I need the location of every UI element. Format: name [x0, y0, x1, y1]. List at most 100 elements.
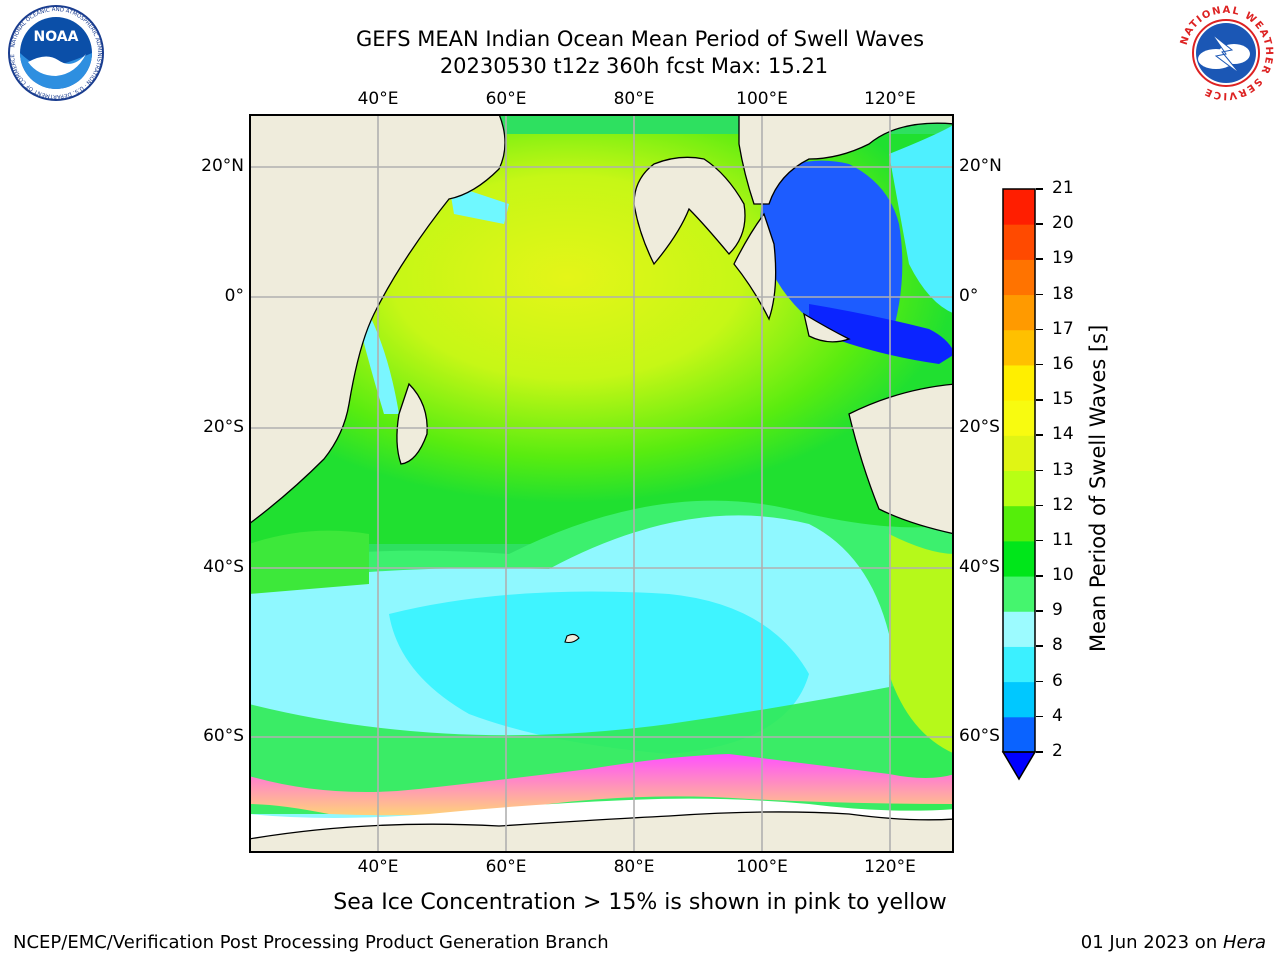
colorbar-tick-label: 17 [1052, 318, 1074, 339]
colorbar-tick-label: 20 [1052, 213, 1074, 234]
lon-label-top-40e: 40°E [357, 89, 399, 109]
colorbar-tick-label: 12 [1052, 494, 1074, 515]
colorbar-tick-label: 2 [1052, 741, 1063, 761]
lon-label-bottom-120e: 120°E [864, 857, 916, 877]
south-china-sea-blue [759, 160, 903, 347]
colorbar-tick-label: 6 [1052, 670, 1063, 691]
lon-label-bottom-80e: 80°E [613, 857, 655, 877]
colorbar-segment [1003, 505, 1035, 542]
colorbar-tick-label: 11 [1052, 529, 1074, 550]
colorbar-tick-mark [1036, 575, 1043, 577]
java-sea-blue [809, 304, 954, 364]
colorbar-segment [1003, 470, 1035, 507]
sea-ice-band [249, 754, 954, 816]
chart-subtitle: 20230530 t12z 360h fcst Max: 15.21 [439, 54, 829, 78]
colorbar-tick-label: 15 [1052, 389, 1074, 410]
colorbar-tick-mark [1036, 328, 1043, 331]
colorbar-tick-mark [1036, 504, 1043, 507]
colorbar-tick-mark [1036, 188, 1043, 190]
colorbar-tick-mark [1036, 539, 1043, 542]
colorbar-tick-label: 4 [1052, 705, 1063, 726]
colorbar-segment [1003, 189, 1035, 225]
colorbar-tick-mark [1036, 751, 1043, 753]
colorbar-tick-mark [1036, 223, 1043, 225]
lat-label-left-20s: 20°S [203, 417, 244, 437]
colorbar-tick-mark [1036, 645, 1043, 647]
footer-credit: NCEP/EMC/Verification Post Processing Pr… [13, 932, 609, 953]
colorbar [1001, 188, 1037, 781]
footer-date-text: 01 Jun 2023 on [1080, 932, 1223, 953]
colorbar-tick-mark [1036, 434, 1043, 436]
sea-ice-note: Sea Ice Concentration > 15% is shown in … [333, 890, 947, 915]
colorbar-tick-mark [1036, 293, 1043, 296]
lat-label-right-20n: 20°N [959, 156, 1002, 176]
australia-land [848, 383, 954, 535]
lat-label-left-40s: 40°S [203, 557, 244, 577]
lat-label-left-20n: 20°N [201, 156, 244, 176]
ocean-southwest-green [249, 530, 369, 594]
colorbar-segment [1003, 364, 1035, 401]
somali-coast-cyan [359, 314, 399, 414]
footer-date: 01 Jun 2023 on Hera [1081, 932, 1266, 953]
colorbar-segment [1003, 259, 1035, 296]
pacific-cyan [889, 124, 954, 314]
lat-label-right-40s: 40°S [959, 557, 1000, 577]
colorbar-segment [1003, 435, 1035, 471]
africa-arabia-land [249, 114, 506, 525]
lat-label-right-60s: 60°S [959, 726, 1000, 746]
colorbar-tick-label: 10 [1052, 565, 1074, 586]
colorbar-tick-mark [1036, 680, 1043, 683]
lat-label-left-60s: 60°S [203, 726, 244, 746]
lon-label-top-100e: 100°E [736, 89, 788, 109]
lat-label-right-20s: 20°S [959, 417, 1000, 437]
noaa-logo-text: NOAA [34, 29, 79, 45]
lon-label-top-80e: 80°E [613, 89, 655, 109]
colorbar-tick-label: 18 [1052, 283, 1074, 304]
colorbar-segment [1003, 576, 1035, 612]
colorbar-tick-mark [1036, 258, 1043, 260]
map-panel [249, 114, 954, 853]
lon-label-bottom-40e: 40°E [357, 857, 399, 877]
colorbar-tick-mark [1036, 610, 1043, 612]
colorbar-segment [1003, 716, 1035, 753]
colorbar-tick-label: 19 [1052, 248, 1074, 269]
colorbar-tick-label: 9 [1052, 600, 1063, 621]
lon-label-bottom-100e: 100°E [736, 857, 788, 877]
colorbar-segment [1003, 224, 1035, 260]
colorbar-tick-mark [1036, 469, 1043, 471]
colorbar-segment [1003, 611, 1035, 647]
colorbar-segment [1003, 681, 1035, 718]
madagascar-land [396, 382, 428, 465]
colorbar-tick-label: 14 [1052, 424, 1074, 445]
colorbar-segment [1003, 540, 1035, 577]
india-land [633, 156, 746, 266]
chart-title: GEFS MEAN Indian Ocean Mean Period of Sw… [355, 27, 925, 51]
footer-host: Hera [1222, 932, 1266, 953]
ocean-southeast-yellow [889, 534, 954, 754]
colorbar-title: Mean Period of Swell Waves [s] [1086, 324, 1110, 652]
lon-label-top-120e: 120°E [864, 89, 916, 109]
sumatra-land [803, 312, 851, 343]
colorbar-tick-mark [1036, 399, 1043, 401]
colorbar-tick-mark [1036, 715, 1043, 718]
colorbar-tick-label: 21 [1052, 178, 1074, 198]
nws-logo: NATIONAL WEATHER SERVICE [1179, 5, 1273, 101]
noaa-logo: NOAA NATIONAL OCEANIC AND ATMOSPHERIC AD… [8, 5, 104, 101]
lat-label-right-0: 0° [959, 286, 979, 306]
colorbar-segment [1003, 294, 1035, 331]
colorbar-tick-label: 16 [1052, 353, 1074, 374]
lon-label-bottom-60e: 60°E [485, 857, 527, 877]
malay-peninsula-land [733, 212, 777, 321]
colorbar-tick-label: 8 [1052, 635, 1063, 656]
ocean-cyan-core [389, 591, 809, 754]
colorbar-segment [1003, 400, 1035, 436]
lat-label-left-0: 0° [224, 286, 244, 306]
kerguelen-land [564, 633, 580, 644]
southeast-asia-land [738, 114, 954, 205]
map-frame [249, 114, 954, 853]
colorbar-frame [1002, 188, 1036, 753]
colorbar-segment [1003, 646, 1035, 683]
colorbar-under-arrow [1001, 751, 1037, 781]
colorbar-segment [1003, 329, 1035, 366]
colorbar-tick-mark [1036, 363, 1043, 366]
